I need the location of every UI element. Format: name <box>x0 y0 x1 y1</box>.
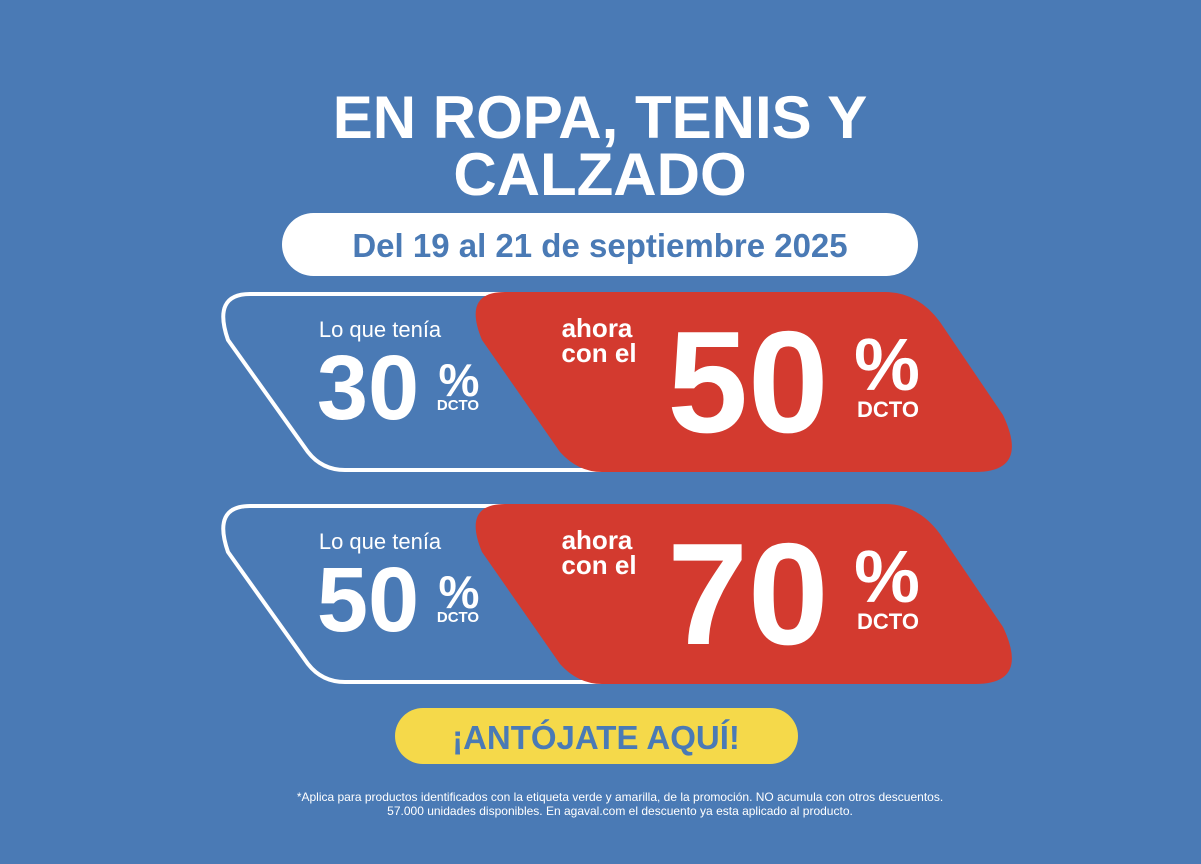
before-symbol: % <box>439 566 480 618</box>
cta-text[interactable]: ¡ANTÓJATE AQUÍ! <box>452 719 740 756</box>
date-pill <box>282 213 918 276</box>
before-unit: DCTO <box>437 609 480 626</box>
cta-button[interactable] <box>395 708 798 764</box>
title-line: EN ROPA, TENIS Y <box>333 84 868 151</box>
now-value: 50 <box>667 301 828 463</box>
now-unit: DCTO <box>857 397 919 422</box>
now-label: con el <box>561 338 636 368</box>
now-symbol: % <box>854 323 920 406</box>
date: Del 19 al 21 de septiembre 2025 <box>352 227 847 264</box>
now-label: con el <box>561 550 636 580</box>
before-label: Lo que tenía <box>319 529 442 554</box>
now-shape <box>475 504 1012 684</box>
now-label: ahora <box>562 313 633 343</box>
now-value: 70 <box>667 513 828 675</box>
now-symbol: % <box>854 535 920 618</box>
now-label: ahora <box>562 525 633 555</box>
now-shape <box>475 292 1012 472</box>
before-outline <box>221 292 642 472</box>
before-label: Lo que tenía <box>319 317 442 342</box>
before-unit: DCTO <box>437 397 480 414</box>
before-symbol: % <box>439 354 480 406</box>
disclaimer: *Aplica para productos identificados con… <box>297 790 943 804</box>
before-value: 30 <box>317 337 419 439</box>
before-value: 50 <box>317 549 419 651</box>
title-line: CALZADO <box>453 141 746 208</box>
now-unit: DCTO <box>857 609 919 634</box>
disclaimer: 57.000 unidades disponibles. En agaval.c… <box>387 804 853 818</box>
before-outline <box>221 504 642 684</box>
